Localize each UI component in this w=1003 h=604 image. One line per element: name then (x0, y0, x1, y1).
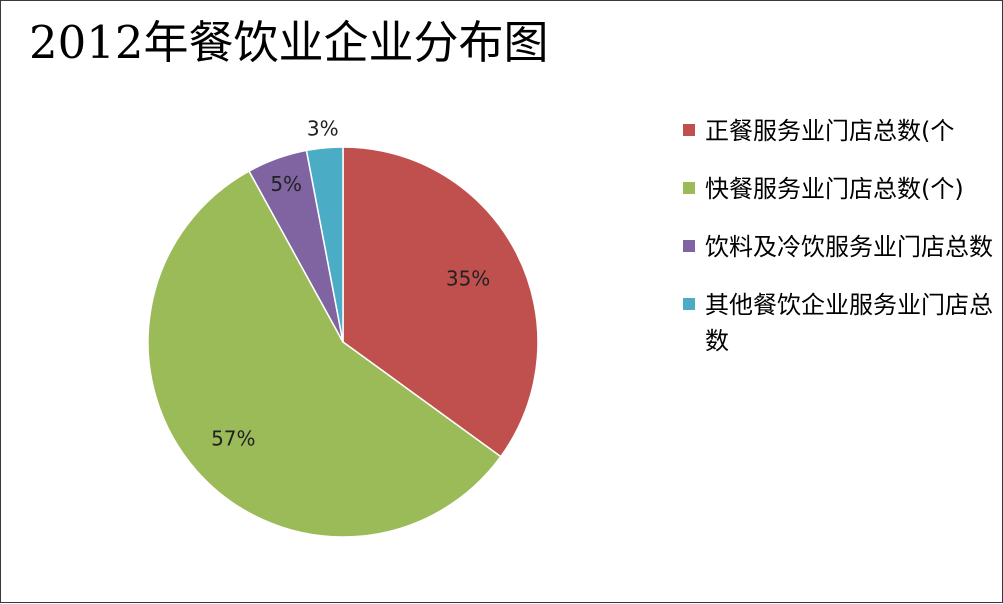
legend-item-beverages: 饮料及冷饮服务业门店总数 (683, 229, 998, 265)
legend-swatch-beverages (683, 240, 695, 252)
legend-item-regular-dining: 正餐服务业门店总数(个 (683, 113, 998, 149)
data-label-beverages: 5% (270, 172, 302, 196)
pie-slice-regular-dining (342, 146, 539, 458)
legend-label-other: 其他餐饮企业服务业门店总数 (705, 291, 993, 355)
data-label-fast-food: 57% (211, 427, 255, 451)
pie-slice-other (305, 146, 344, 343)
legend-label-regular-dining: 正餐服务业门店总数(个 (705, 117, 955, 145)
pie-slice-fast-food (147, 170, 502, 538)
legend-swatch-fast-food (683, 182, 695, 194)
chart-title: 2012年餐饮业企业分布图 (29, 16, 549, 69)
legend-swatch-regular-dining (683, 124, 695, 136)
legend-item-other: 其他餐饮企业服务业门店总数 (683, 287, 998, 359)
legend: 正餐服务业门店总数(个 快餐服务业门店总数(个) 饮料及冷饮服务业门店总数 其他… (683, 113, 998, 359)
legend-swatch-other (683, 298, 695, 310)
legend-label-beverages: 饮料及冷饮服务业门店总数 (705, 233, 993, 261)
legend-label-fast-food: 快餐服务业门店总数(个) (705, 175, 964, 203)
data-label-regular-dining: 35% (446, 266, 490, 290)
legend-item-fast-food: 快餐服务业门店总数(个) (683, 171, 998, 207)
data-label-other: 3% (307, 117, 339, 141)
